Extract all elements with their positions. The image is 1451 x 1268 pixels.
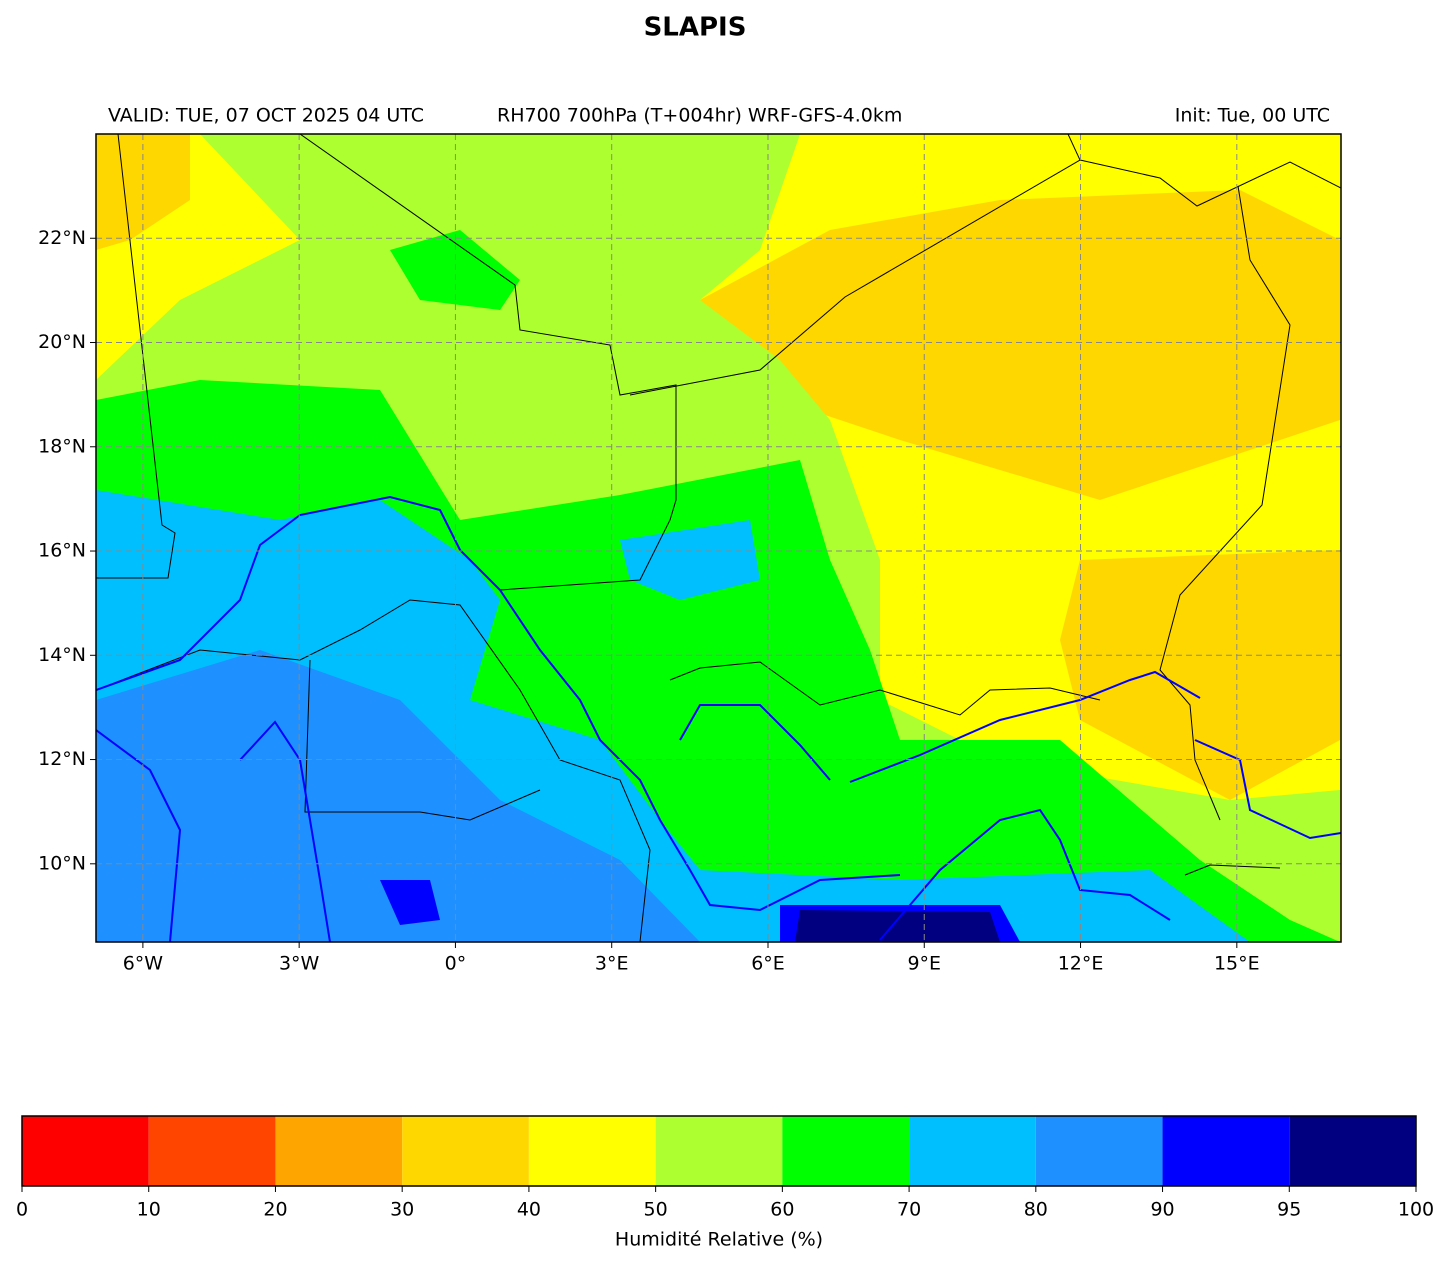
subtitle-left: VALID: TUE, 07 OCT 2025 04 UTC bbox=[108, 105, 424, 127]
borders bbox=[96, 134, 1341, 942]
colorbar-segment bbox=[402, 1116, 529, 1186]
colorbar-segment bbox=[22, 1116, 149, 1186]
x-tick-label: 3°W bbox=[279, 953, 320, 975]
y-tick-label: 20°N bbox=[38, 331, 86, 353]
colorbar-tick-label: 70 bbox=[897, 1199, 921, 1221]
colorbar-tick-label: 60 bbox=[770, 1199, 794, 1221]
colorbar-segment bbox=[148, 1116, 276, 1186]
colorbar-tick-label: 100 bbox=[1398, 1199, 1434, 1221]
y-tick-label: 10°N bbox=[38, 852, 86, 874]
field-zone bbox=[620, 520, 760, 600]
x-tick-label: 6°W bbox=[123, 953, 164, 975]
colorbar-segment bbox=[528, 1116, 656, 1186]
subtitle-center: RH700 700hPa (T+004hr) WRF-GFS-4.0km bbox=[497, 105, 902, 127]
colorbar-segment bbox=[1162, 1116, 1290, 1186]
colorbar-tick-label: 95 bbox=[1277, 1199, 1301, 1221]
colorbar-tick-label: 40 bbox=[517, 1199, 541, 1221]
colorbar-frame bbox=[21, 1115, 1417, 1187]
colorbar-tick-label: 80 bbox=[1024, 1199, 1048, 1221]
colorbar-segment bbox=[655, 1116, 783, 1186]
map-frame bbox=[95, 133, 1342, 943]
colorbar: 0 10 20 30 40 50 60 70 80 90 95 100 bbox=[16, 1115, 1434, 1221]
y-tick-label: 12°N bbox=[38, 748, 86, 770]
field-zone bbox=[795, 910, 1000, 942]
x-tick-label: 6°E bbox=[751, 953, 785, 975]
x-tick-label: 3°E bbox=[595, 953, 629, 975]
field-zone bbox=[380, 880, 440, 925]
title: SLAPIS bbox=[644, 13, 747, 43]
y-tick-label: 16°N bbox=[38, 540, 86, 562]
rh-field bbox=[96, 134, 1341, 942]
field-zone bbox=[96, 134, 190, 250]
colorbar-tick-label: 20 bbox=[263, 1199, 287, 1221]
y-tick-label: 18°N bbox=[38, 435, 86, 457]
x-tick-label: 12°E bbox=[1058, 953, 1104, 975]
subtitle-right: Init: Tue, 00 UTC bbox=[1175, 105, 1330, 127]
y-tick-label: 22°N bbox=[38, 227, 86, 249]
colorbar-tick-label: 10 bbox=[137, 1199, 161, 1221]
colorbar-segment bbox=[1035, 1116, 1163, 1186]
field-zone bbox=[1060, 550, 1340, 800]
colorbar-tick-label: 0 bbox=[16, 1199, 28, 1221]
grid: 6°W 3°W 0° 3°E 6°E 9°E 12°E 15°E 10°N 12°N 14°N 16°… bbox=[38, 134, 1341, 975]
colorbar-tick-label: 50 bbox=[644, 1199, 668, 1221]
colorbar-tick-label: 90 bbox=[1150, 1199, 1174, 1221]
colorbar-segment bbox=[1289, 1116, 1416, 1186]
field-zone bbox=[96, 650, 700, 942]
colorbar-segment bbox=[275, 1116, 403, 1186]
colorbar-segment bbox=[909, 1116, 1036, 1186]
rivers bbox=[96, 495, 1341, 942]
x-tick-label: 15°E bbox=[1214, 953, 1260, 975]
x-tick-label: 9°E bbox=[907, 953, 941, 975]
field-zone bbox=[700, 190, 1340, 500]
colorbar-tick-label: 30 bbox=[390, 1199, 414, 1221]
y-tick-label: 14°N bbox=[38, 644, 86, 666]
colorbar-segment bbox=[782, 1116, 910, 1186]
colorbar-label: Humidité Relative (%) bbox=[615, 1229, 823, 1251]
x-tick-label: 0° bbox=[445, 953, 467, 975]
